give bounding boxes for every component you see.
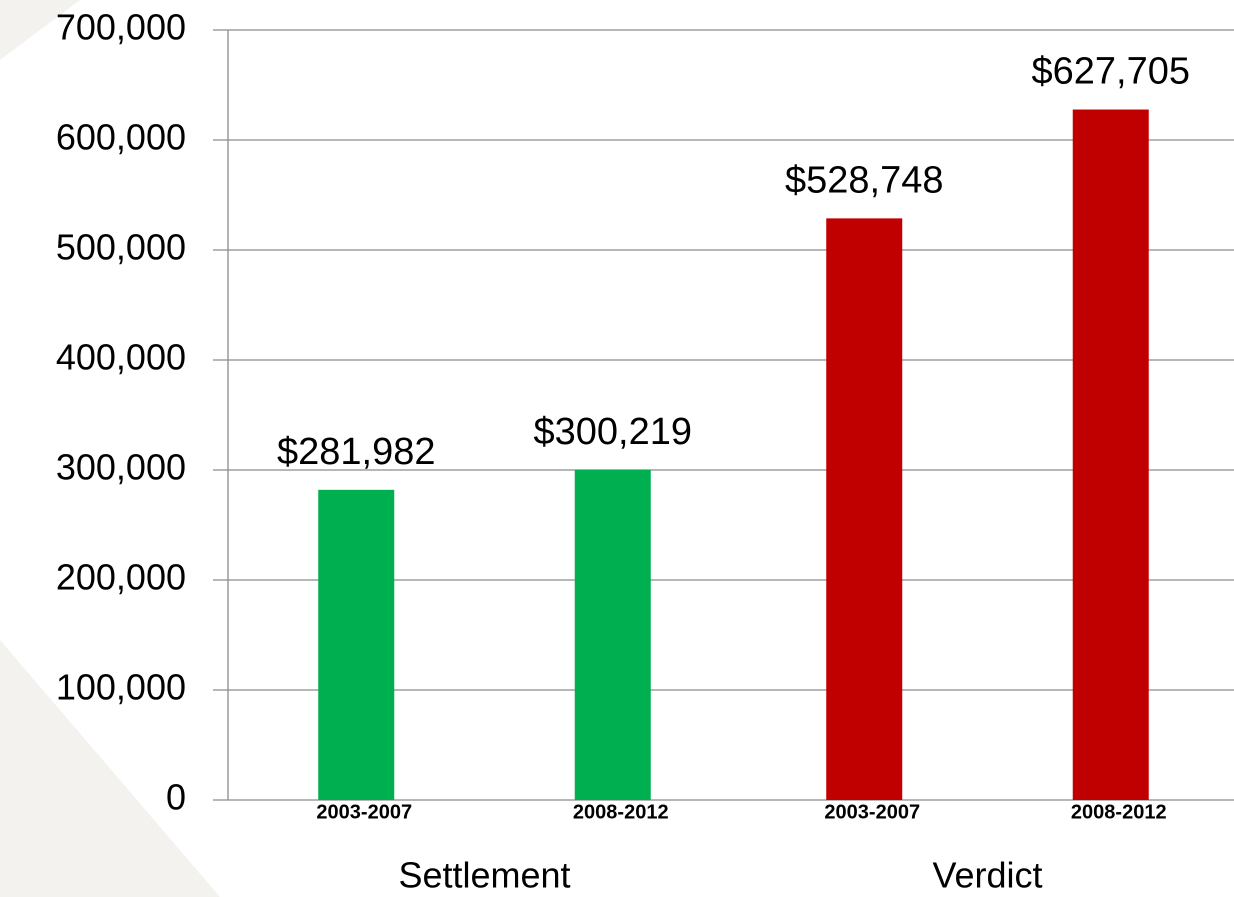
group-label: Verdict	[932, 855, 1042, 896]
x-tick-label: 2008-2012	[1071, 801, 1167, 823]
value-label: $627,705	[1032, 51, 1191, 93]
y-tick-label: 500,000	[56, 227, 186, 268]
y-tick-label: 100,000	[56, 667, 186, 708]
x-tick-label: 2003-2007	[824, 801, 920, 823]
bar	[1072, 109, 1149, 801]
y-tick-label: 600,000	[56, 117, 186, 158]
value-label: $281,982	[277, 431, 436, 473]
x-tick-label: 2003-2007	[316, 801, 412, 823]
background-shape	[0, 0, 80, 60]
value-label: $528,748	[785, 159, 944, 201]
bar	[826, 218, 903, 800]
bar	[318, 489, 395, 800]
y-tick-label: 400,000	[56, 337, 186, 378]
y-tick-label: 700,000	[56, 7, 186, 48]
y-tick-label: 0	[166, 777, 186, 818]
y-tick-label: 300,000	[56, 447, 186, 488]
y-tick-label: 200,000	[56, 557, 186, 598]
value-label: $300,219	[534, 411, 693, 453]
group-label: Settlement	[398, 855, 570, 896]
x-tick-label: 2008-2012	[573, 801, 669, 823]
bar	[574, 469, 651, 800]
background-shape	[0, 640, 220, 897]
